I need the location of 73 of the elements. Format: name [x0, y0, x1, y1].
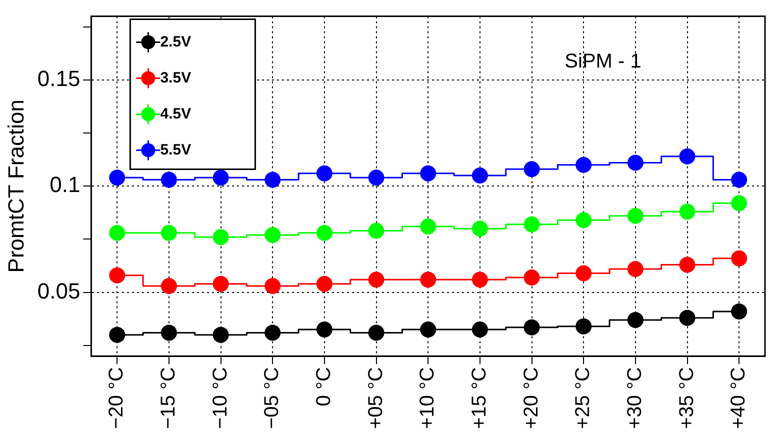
- point: [679, 148, 696, 164]
- point: [316, 276, 332, 292]
- y-tick-label: 0.1: [50, 172, 80, 198]
- point: [627, 260, 644, 277]
- point: [576, 156, 592, 173]
- point: [627, 312, 644, 328]
- point: [160, 278, 177, 294]
- y-tick-label: 0.05: [37, 278, 80, 304]
- point: [212, 229, 229, 246]
- legend-label: 2.5V: [160, 33, 192, 50]
- point: [472, 168, 488, 184]
- point: [316, 224, 332, 241]
- point: [316, 322, 332, 338]
- point: [524, 269, 540, 286]
- x-tick-label: −10 °C: [209, 367, 232, 430]
- point: [212, 276, 229, 292]
- x-tick-label: −15 °C: [157, 367, 180, 430]
- legend-label: 4.5V: [160, 105, 192, 122]
- x-tick-label: 0 °C: [312, 367, 335, 406]
- point: [212, 170, 229, 186]
- point: [316, 165, 332, 182]
- point: [420, 218, 436, 234]
- legend-label: 5.5V: [160, 141, 192, 158]
- point: [160, 324, 177, 341]
- point: [368, 324, 384, 341]
- point: [576, 265, 592, 282]
- x-tick-label: +20 °C: [520, 367, 542, 430]
- point: [524, 161, 540, 178]
- point: [524, 216, 540, 232]
- point: [264, 172, 281, 188]
- point: [368, 170, 384, 186]
- point: [264, 278, 281, 294]
- x-tick-label: +35 °C: [676, 367, 698, 430]
- point: [524, 319, 540, 336]
- legend-label: 3.5V: [160, 69, 192, 86]
- x-tick-label: +30 °C: [624, 367, 646, 430]
- x-tick-label: +40 °C: [728, 367, 750, 430]
- x-tick-label: +10 °C: [416, 367, 439, 430]
- point: [472, 322, 488, 338]
- point: [368, 272, 384, 288]
- y-tick-label: 0.15: [37, 66, 80, 91]
- point: [264, 324, 281, 341]
- point: [109, 326, 126, 343]
- point: [576, 212, 592, 228]
- point: [160, 224, 177, 241]
- x-tick-label: +25 °C: [572, 367, 594, 430]
- x-tick-label: +15 °C: [468, 367, 490, 430]
- point: [472, 220, 488, 237]
- point: [731, 250, 748, 266]
- point: [420, 165, 436, 182]
- point: [160, 172, 177, 188]
- point: [420, 322, 436, 338]
- point: [627, 208, 644, 224]
- point: [420, 272, 436, 288]
- point: [679, 256, 696, 273]
- y-axis-title: PromtCT Fraction: [3, 100, 28, 273]
- point: [264, 226, 281, 243]
- point: [679, 310, 696, 326]
- point: [109, 267, 126, 284]
- point: [731, 303, 748, 320]
- point: [679, 204, 696, 220]
- point: [212, 326, 229, 343]
- point: [109, 224, 126, 241]
- point: [368, 222, 384, 239]
- point: [109, 170, 126, 186]
- x-tick-label: +05 °C: [364, 367, 387, 430]
- point: [576, 318, 592, 334]
- point: [731, 195, 748, 212]
- x-tick-label: −20 °C: [106, 367, 128, 430]
- point: [472, 272, 488, 288]
- x-tick-label: −05 °C: [261, 367, 284, 430]
- point: [731, 172, 748, 188]
- point: [627, 154, 644, 171]
